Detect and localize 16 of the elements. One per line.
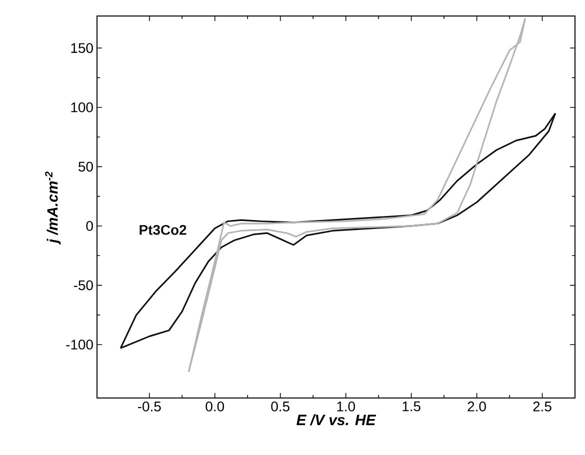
series-label: Pt3Co2 [140, 224, 186, 235]
y-tick-label: 100 [71, 102, 93, 112]
x-tick-label: 0.5 [271, 402, 290, 412]
x-tick-label: 1.5 [402, 402, 420, 412]
y-axis-title: j /mA.cm$^{-2}$ [45, 172, 61, 245]
x-axis-title: E /V vs. HE [296, 414, 376, 426]
y-tick-label: 150 [71, 43, 93, 53]
x-tick-label: 2.0 [468, 402, 486, 412]
y-tick-label: -100 [66, 340, 93, 350]
x-tick-label: 2.5 [533, 402, 552, 412]
x-tick-label: 1.0 [337, 402, 355, 412]
y-tick-label: 0 [86, 221, 93, 231]
x-tick-label: 0.0 [206, 402, 224, 412]
x-tick-label: -0.5 [138, 402, 161, 412]
y-tick-label: -50 [74, 280, 93, 290]
y-tick-label: 50 [78, 162, 93, 172]
